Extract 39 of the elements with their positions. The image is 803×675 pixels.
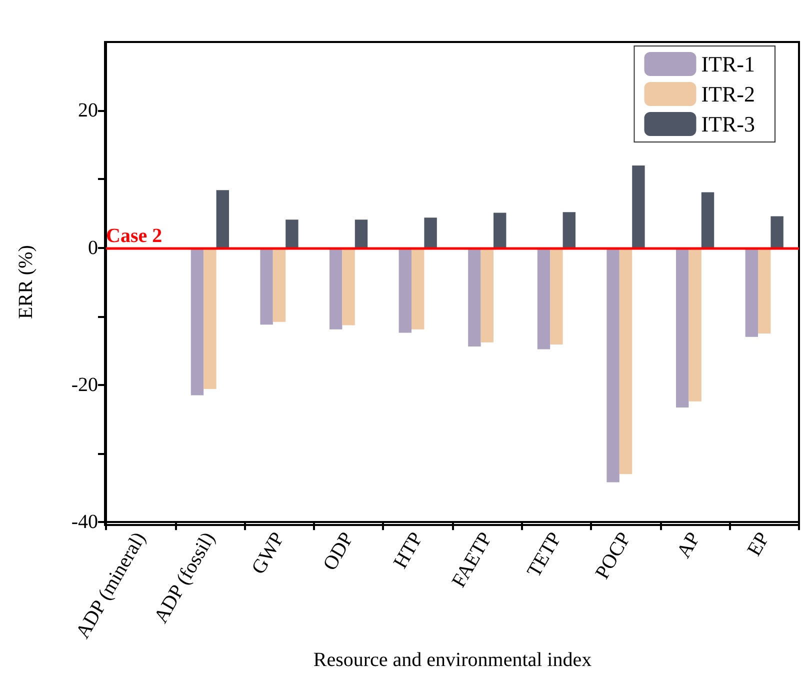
legend-label: ITR-3 bbox=[701, 112, 755, 136]
bar bbox=[204, 248, 216, 390]
bar bbox=[260, 248, 273, 325]
bar bbox=[632, 165, 645, 248]
bar bbox=[412, 248, 424, 330]
bar bbox=[216, 190, 230, 248]
bar bbox=[286, 220, 298, 248]
bar bbox=[272, 248, 286, 322]
bar bbox=[537, 248, 550, 350]
bar bbox=[745, 248, 758, 337]
bar bbox=[354, 220, 368, 248]
bar bbox=[480, 248, 494, 342]
y-tick-label: -40 bbox=[71, 511, 98, 534]
bar bbox=[398, 248, 412, 333]
ref-line-label: Case 2 bbox=[106, 224, 162, 247]
bar bbox=[190, 248, 204, 396]
bar bbox=[606, 248, 620, 482]
bar bbox=[676, 248, 689, 408]
bar bbox=[688, 248, 702, 402]
x-tick-label: EP bbox=[743, 528, 774, 560]
bar bbox=[342, 248, 355, 326]
y-tick-label: 0 bbox=[88, 236, 98, 259]
bar bbox=[424, 218, 437, 248]
y-tick-label: 20 bbox=[78, 100, 98, 122]
bar bbox=[758, 248, 771, 334]
legend-label: ITR-2 bbox=[701, 82, 755, 106]
bar bbox=[494, 212, 506, 248]
x-axis-title: Resource and environmental index bbox=[313, 649, 592, 671]
bar bbox=[550, 248, 563, 344]
bar bbox=[619, 248, 632, 474]
x-tick-label: AP bbox=[672, 528, 705, 562]
bar bbox=[701, 192, 714, 248]
y-tick-label: -20 bbox=[71, 374, 98, 396]
bar bbox=[770, 216, 784, 248]
bar bbox=[468, 248, 481, 347]
y-axis-title: ERR (%) bbox=[15, 245, 37, 319]
bar bbox=[562, 212, 576, 248]
bar bbox=[329, 248, 342, 330]
legend-label: ITR-1 bbox=[701, 52, 755, 76]
